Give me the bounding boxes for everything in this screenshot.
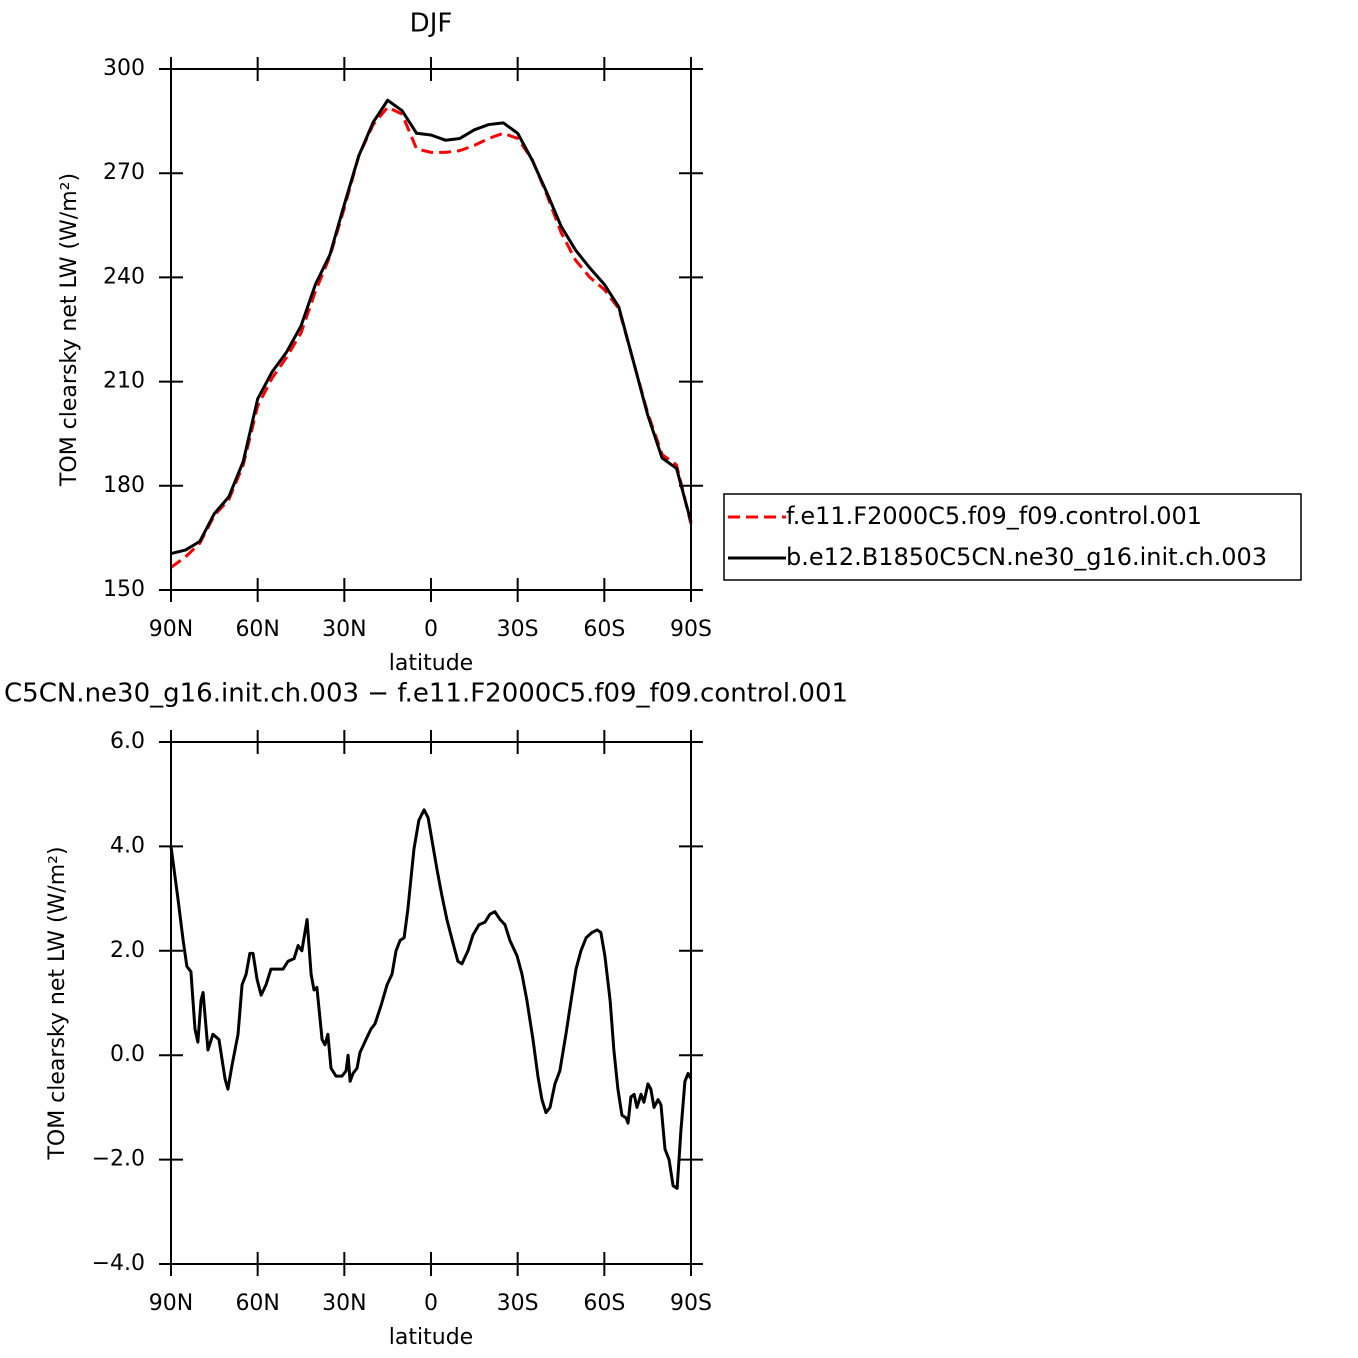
x-tick-label: 0 [424,1291,438,1316]
legend-label: b.e12.B1850C5CN.ne30_g16.init.ch.003 [786,543,1267,571]
x-tick-label: 90S [670,1291,712,1316]
y-tick-label: 270 [103,160,145,185]
x-tick-label: 0 [424,617,438,642]
y-tick-label: 300 [103,56,145,81]
y-axis-label: TOM clearsky net LW (W/m²) [57,173,82,487]
x-axis-label: latitude [389,1325,473,1350]
x-tick-label: 90S [670,617,712,642]
x-tick-label: 30N [322,1291,366,1316]
y-axis-label: TOM clearsky net LW (W/m²) [45,846,70,1160]
x-tick-label: 90N [149,617,193,642]
y-tick-label: 4.0 [110,833,145,858]
x-tick-label: 60N [235,1291,279,1316]
x-tick-label: 30N [322,617,366,642]
data-line [170,105,693,569]
x-tick-label: 30S [497,1291,539,1316]
y-tick-label: −2.0 [92,1147,145,1172]
data-line [170,98,693,555]
data-line [169,808,693,1190]
x-tick-label: 60S [583,1291,625,1316]
chart-title: DJF [410,9,453,39]
x-tick-label: 30S [497,617,539,642]
x-tick-label: 60N [235,617,279,642]
x-tick-label: 60S [583,617,625,642]
y-tick-label: 0.0 [110,1042,145,1067]
y-tick-label: −4.0 [92,1251,145,1276]
legend-label: f.e11.F2000C5.f09_f09.control.001 [786,502,1202,530]
y-tick-label: 6.0 [110,729,145,754]
x-tick-label: 90N [149,1291,193,1316]
y-tick-label: 240 [103,264,145,289]
y-tick-label: 180 [103,473,145,498]
chart-title: C5CN.ne30_g16.init.ch.003 − f.e11.F2000C… [4,679,848,709]
legend-box [723,493,1302,581]
plot-frame [170,741,692,1265]
y-tick-label: 150 [103,577,145,602]
x-axis-label: latitude [389,651,473,676]
y-tick-label: 2.0 [110,938,145,963]
plot-frame [170,68,692,591]
y-tick-label: 210 [103,369,145,394]
